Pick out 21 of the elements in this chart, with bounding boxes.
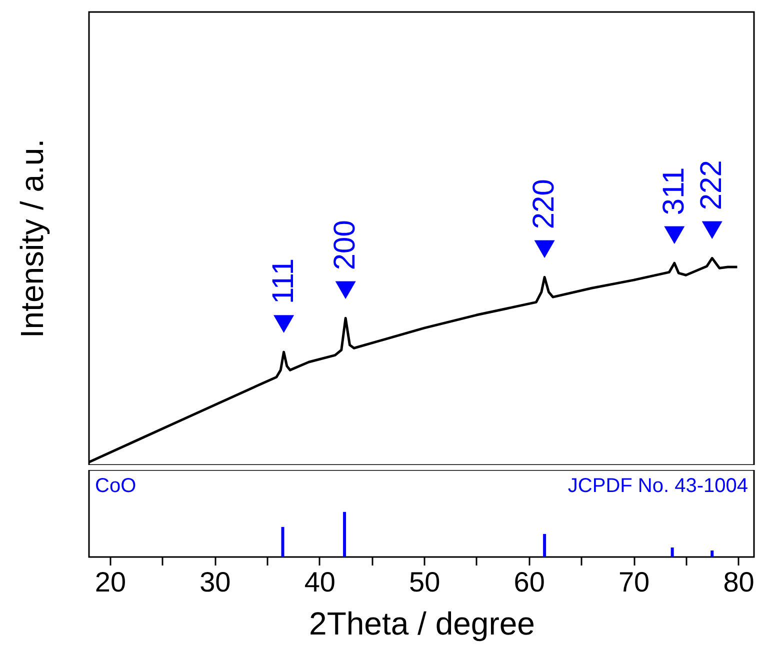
annotation: 311 <box>657 167 690 216</box>
x-tick-label: 30 <box>200 566 231 598</box>
bar <box>543 534 546 557</box>
text: CoO <box>95 475 136 497</box>
bar <box>710 550 714 557</box>
bar <box>670 547 674 557</box>
x-tick-label: 20 <box>94 566 126 598</box>
bar <box>281 526 284 557</box>
x-tick-label: 70 <box>618 566 650 598</box>
annotation: 111 <box>266 258 300 304</box>
annotation: 222 <box>695 160 728 210</box>
text: JCPDF No. 43-1004 <box>568 475 748 497</box>
bar <box>343 512 346 557</box>
annotation: 220 <box>528 179 561 230</box>
annotation: 200 <box>328 220 362 270</box>
x-tick-label: 60 <box>514 566 545 598</box>
x-tick-label: 50 <box>409 566 440 598</box>
x-tick-label: 40 <box>304 566 336 598</box>
y-axis-title: Intensity / a.u. <box>14 138 50 338</box>
x-tick-label: 80 <box>723 566 754 598</box>
x-axis-title: 2Theta / degree <box>309 606 535 642</box>
